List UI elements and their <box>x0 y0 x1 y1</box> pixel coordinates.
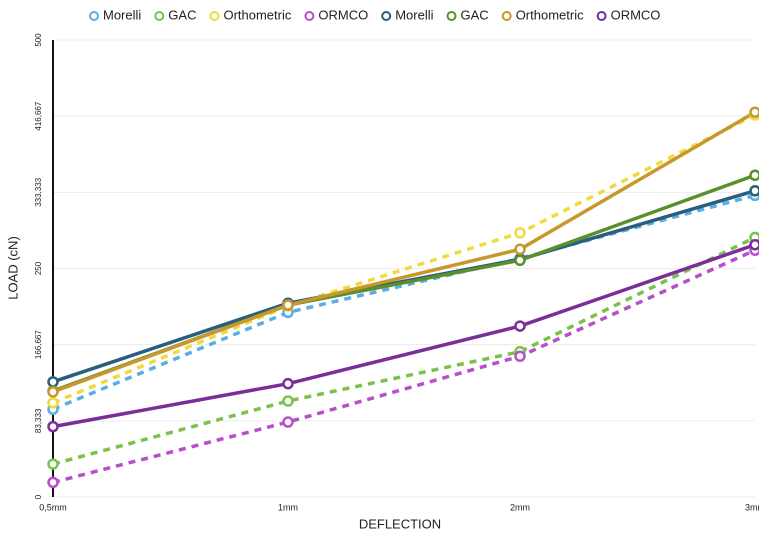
data-point <box>282 299 294 311</box>
data-point <box>514 350 526 362</box>
legend-marker <box>154 11 165 21</box>
legend-label: GAC <box>461 7 489 22</box>
data-point <box>749 169 759 182</box>
legend-label: Orthometric <box>223 7 291 22</box>
y-tick-label: 333,333 <box>34 177 43 206</box>
series-line <box>52 110 756 394</box>
legend-label: GAC <box>168 7 196 22</box>
series-line <box>52 173 756 393</box>
data-point <box>47 376 59 388</box>
legend-marker <box>501 11 512 21</box>
legend-label: Orthometric <box>516 7 584 22</box>
y-tick-label: 500 <box>34 33 43 47</box>
series-line <box>52 113 756 405</box>
series-line <box>52 193 756 411</box>
legend-marker <box>446 11 457 21</box>
legend-marker <box>304 11 315 21</box>
data-point <box>282 377 294 390</box>
data-point <box>749 106 759 118</box>
series-line <box>52 243 756 429</box>
legend-label: Morelli <box>103 7 141 22</box>
legend-label: ORMCO <box>318 7 368 22</box>
legend-label: Morelli <box>395 7 433 22</box>
x-axis-label: DEFLECTION <box>359 516 441 531</box>
y-tick-label: 166,667 <box>34 330 43 359</box>
data-point <box>47 420 59 433</box>
data-point <box>749 238 759 251</box>
data-point <box>514 254 526 267</box>
data-point <box>47 458 59 470</box>
legend-marker <box>381 11 392 21</box>
legend-marker <box>89 11 99 21</box>
data-point <box>47 386 59 398</box>
data-point <box>514 227 526 239</box>
x-tick-label: 0,5mm <box>39 502 67 512</box>
data-point <box>47 476 59 489</box>
y-axis-label: LOAD (cN) <box>5 236 20 300</box>
series-line <box>52 235 756 466</box>
legend-label: ORMCO <box>611 7 661 22</box>
legend-marker <box>596 11 607 21</box>
data-point <box>47 397 59 409</box>
data-point <box>749 185 759 197</box>
x-tick-label: 3mm <box>745 502 759 512</box>
x-tick-label: 2mm <box>510 502 530 512</box>
data-point <box>514 243 526 256</box>
series-line <box>52 248 756 485</box>
x-tick-label: 1mm <box>278 502 298 512</box>
data-point <box>282 416 294 428</box>
y-tick-label: 416,667 <box>34 101 43 130</box>
data-point <box>282 395 294 407</box>
y-tick-label: 83,333 <box>34 408 43 433</box>
data-point <box>514 320 526 332</box>
y-tick-label: 0 <box>34 494 43 499</box>
y-tick-label: 250 <box>34 261 43 275</box>
legend-marker <box>209 11 220 21</box>
